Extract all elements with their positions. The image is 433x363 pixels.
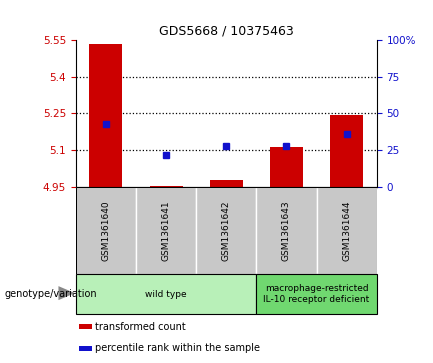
Bar bbox=[89, 44, 123, 187]
Text: GSM1361643: GSM1361643 bbox=[282, 200, 291, 261]
Text: macrophage-restricted
IL-10 receptor deficient: macrophage-restricted IL-10 receptor def… bbox=[263, 284, 370, 304]
Text: percentile rank within the sample: percentile rank within the sample bbox=[95, 343, 260, 354]
Bar bbox=[79, 346, 92, 351]
Bar bbox=[270, 147, 303, 187]
Bar bbox=[330, 115, 363, 187]
Text: wild type: wild type bbox=[145, 290, 187, 298]
Text: GSM1361642: GSM1361642 bbox=[222, 200, 231, 261]
Bar bbox=[210, 180, 243, 187]
Bar bbox=[79, 324, 92, 329]
Bar bbox=[256, 274, 377, 314]
Bar bbox=[76, 274, 256, 314]
Text: GSM1361644: GSM1361644 bbox=[342, 200, 351, 261]
Bar bbox=[196, 187, 256, 274]
Text: genotype/variation: genotype/variation bbox=[4, 289, 97, 299]
Bar bbox=[256, 187, 317, 274]
Bar bbox=[149, 186, 183, 187]
Title: GDS5668 / 10375463: GDS5668 / 10375463 bbox=[159, 24, 294, 37]
Polygon shape bbox=[58, 286, 75, 300]
Bar bbox=[76, 187, 136, 274]
Text: GSM1361640: GSM1361640 bbox=[101, 200, 110, 261]
Bar bbox=[136, 187, 196, 274]
Text: transformed count: transformed count bbox=[95, 322, 186, 332]
Bar bbox=[317, 187, 377, 274]
Text: GSM1361641: GSM1361641 bbox=[162, 200, 171, 261]
